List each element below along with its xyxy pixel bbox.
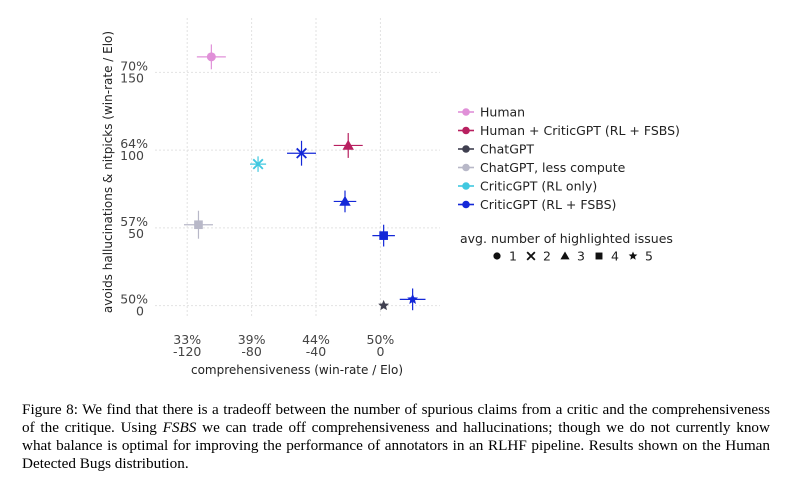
grid-lines [155,18,440,318]
x-tick-elo: -120 [173,344,201,359]
figure-caption: Figure 8: We find that there is a tradeo… [22,401,770,473]
x-tick-elo: -40 [306,344,326,359]
data-point [287,140,317,166]
y-tick-pct: 64% [120,136,148,151]
data-point [372,224,395,247]
marker-legend-label: 1 [509,249,517,264]
x-tick-pct: 33% [173,332,201,347]
y-tick-elo: 100 [120,148,144,163]
legend-item: ChatGPT, less compute [458,160,626,175]
y-tick-elo: 0 [136,304,144,319]
marker-legend-item: 1 [493,249,517,264]
point-marker [378,299,390,311]
legend-label: ChatGPT [480,142,534,157]
x-tick-elo: 0 [376,344,384,359]
legend-dot [462,200,470,209]
marker-legend-title: avg. number of highlighted issues [460,231,673,246]
legend-dot [462,108,470,116]
data-point [333,133,363,158]
data-point [196,44,226,70]
legend-item: ChatGPT [458,142,534,157]
legend-dot [462,182,470,190]
legend-item: Human + CriticGPT (RL + FSBS) [458,123,680,138]
data-point [333,190,357,213]
legend-label: CriticGPT (RL + FSBS) [480,197,616,212]
point-marker [252,158,264,170]
caption-suffix: we can trade off comprehensiveness and h… [22,419,770,472]
legend-label: ChatGPT, less compute [480,160,626,175]
marker-legend: avg. number of highlighted issues 1 2 3 4 5 [460,231,673,264]
marker-legend-symbol [526,251,536,261]
marker-legend-item: 3 [560,249,585,264]
y-tick-pct: 70% [120,58,148,73]
marker-legend-label: 4 [611,249,619,264]
caption-prefix: Figure 8: We find that there is a tradeo… [22,401,770,436]
marker-legend-symbol [560,251,570,260]
y-tick-elo: 50 [128,226,144,241]
legend-item: CriticGPT (RL + FSBS) [458,197,616,212]
data-point [250,156,267,172]
point-marker [339,195,351,206]
legend-dot [462,126,470,135]
point-marker [379,231,388,240]
x-tick-pct: 39% [238,332,266,347]
point-marker [342,139,354,150]
marker-legend-symbol [628,251,638,260]
point-marker [407,293,419,304]
marker-legend-label: 5 [645,249,653,264]
y-tick-elo: 150 [120,70,144,85]
point-marker [194,220,203,230]
marker-legend-item: 2 [526,249,551,264]
data-point [183,210,213,239]
x-axis-ticks: 33%-120 39%-80 44%-40 50%0 [173,332,394,359]
marker-legend-item: 5 [628,249,653,264]
x-tick-pct: 44% [302,332,330,347]
point-marker [206,52,216,62]
legend-label: Human + CriticGPT (RL + FSBS) [480,123,680,138]
data-point [399,288,426,311]
x-axis-title: comprehensiveness (win-rate / Elo) [191,363,403,377]
y-axis-ticks: 50%0 57%50 64%100 70%150 [120,58,148,318]
legend-item: CriticGPT (RL only) [458,179,597,194]
marker-legend-symbol [493,252,501,260]
series-legend: Human Human + CriticGPT (RL + FSBS) ChatGP… [458,105,680,212]
legend-dot [462,145,470,153]
marker-legend-label: 2 [543,249,551,264]
marker-legend-label: 3 [577,249,585,264]
y-tick-pct: 50% [120,292,148,307]
marker-legend-symbol [595,252,603,260]
y-axis-title: avoids hallucinations & nitpicks (win-ra… [101,31,115,313]
point-marker [296,147,307,159]
data-points [183,44,426,311]
marker-legend-items: 1 2 3 4 5 [493,249,653,264]
legend-label: CriticGPT (RL only) [480,179,597,194]
legend-dot [462,163,470,172]
data-point [378,299,390,311]
marker-legend-item: 4 [595,249,619,264]
x-tick-elo: -80 [241,344,261,359]
x-tick-pct: 50% [367,332,395,347]
y-tick-pct: 57% [120,214,148,229]
legend-label: Human [480,105,525,120]
legend-item: Human [458,105,525,120]
caption-emphasis: FSBS [162,419,197,436]
